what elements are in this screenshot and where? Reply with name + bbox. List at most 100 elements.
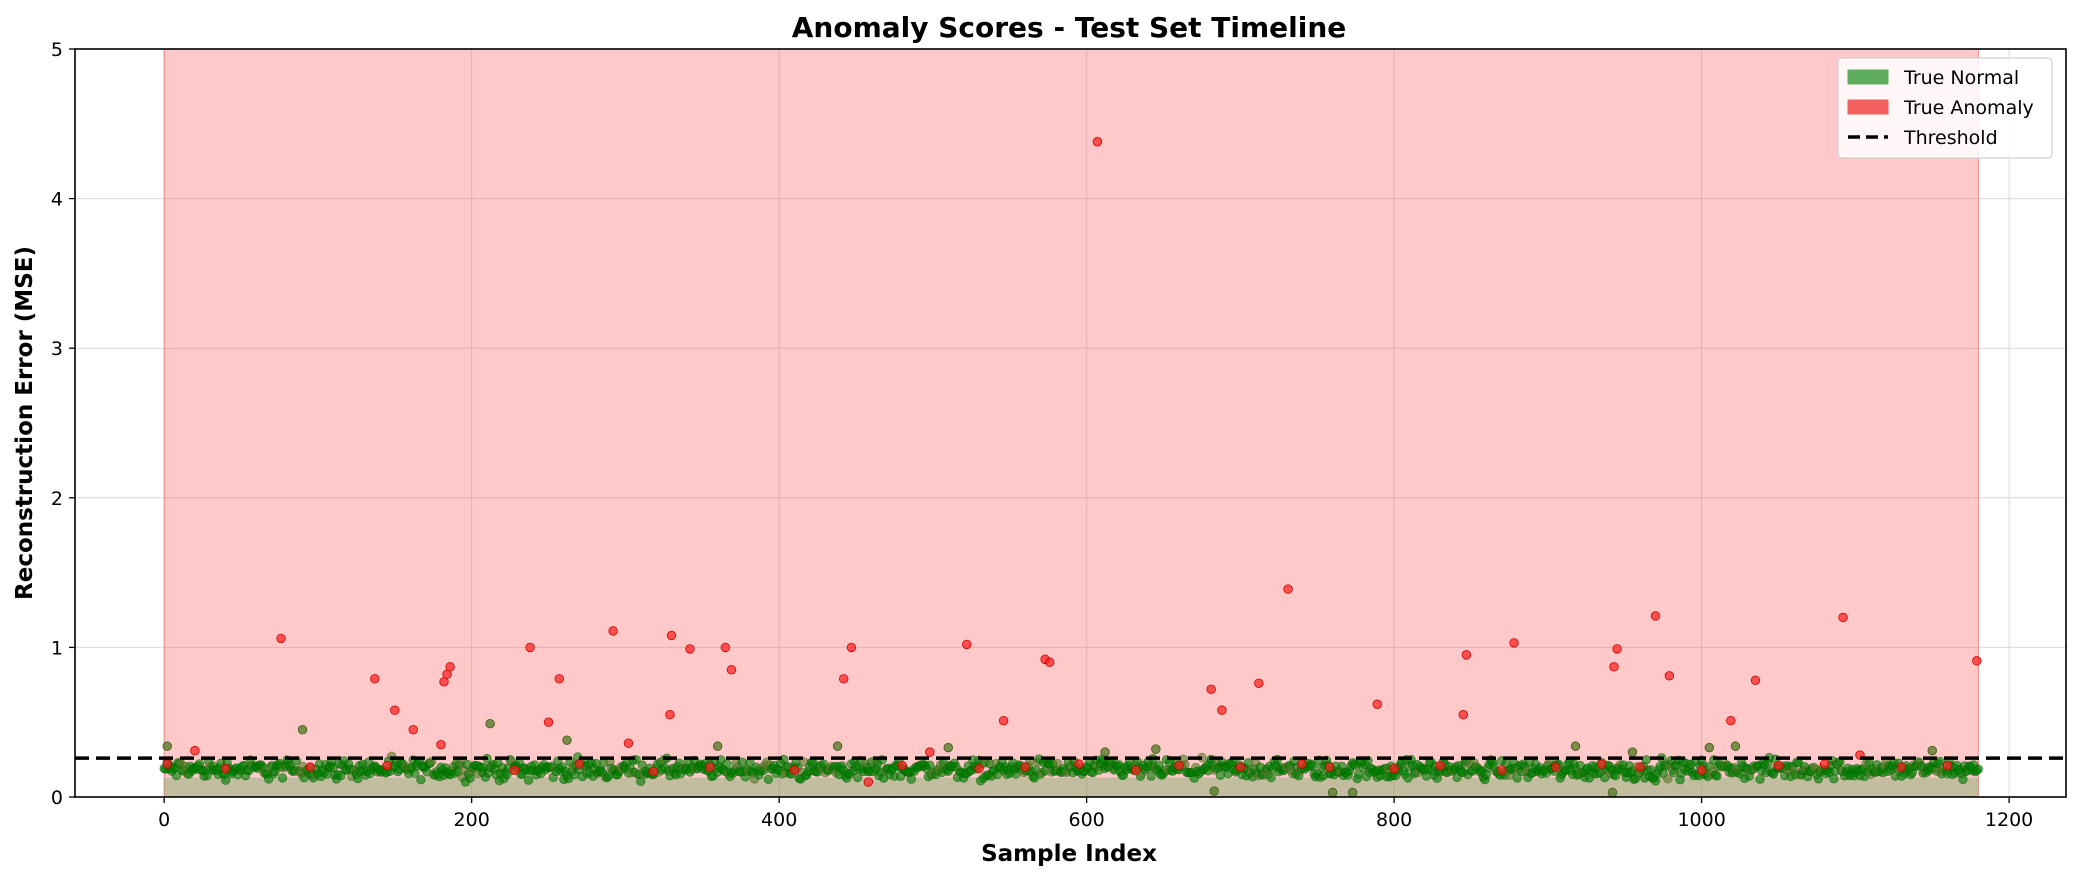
anomaly-point xyxy=(1612,644,1622,654)
anomaly-point xyxy=(1389,763,1399,774)
anomaly-point xyxy=(1819,759,1830,769)
anomaly-point xyxy=(726,665,737,675)
normal-point xyxy=(297,724,308,735)
anomaly-point xyxy=(1435,760,1445,771)
anomaly-point xyxy=(1726,716,1736,726)
anomaly-point xyxy=(1235,762,1246,772)
y-tick-label: 4 xyxy=(51,189,63,211)
anomaly-point xyxy=(1174,760,1184,771)
anomaly-point xyxy=(1942,760,1953,771)
x-tick-label: 800 xyxy=(1376,809,1412,831)
anomaly-point xyxy=(554,674,564,684)
anomaly-point xyxy=(1372,699,1382,709)
normal-point xyxy=(1627,747,1638,757)
anomaly-point xyxy=(445,662,455,672)
y-tick-label: 5 xyxy=(51,39,63,61)
normal-point xyxy=(1154,760,1164,770)
anomaly-point xyxy=(1297,759,1307,769)
legend: True Normal True Anomaly Threshold xyxy=(1837,57,2053,159)
normal-point xyxy=(763,774,774,785)
anomaly-point xyxy=(666,630,677,641)
anomaly-point xyxy=(220,763,231,774)
normal-point xyxy=(1927,745,1937,756)
anomaly-point xyxy=(305,762,315,772)
normal-point xyxy=(1215,770,1226,780)
normal-point xyxy=(1663,774,1673,784)
y-axis-title: Reconstruction Error (MSE) xyxy=(12,246,38,600)
anomaly-point xyxy=(608,626,618,636)
normal-point xyxy=(1829,774,1839,784)
anomaly-point xyxy=(846,642,857,653)
anomaly-point xyxy=(1838,612,1848,623)
normal-point xyxy=(162,741,172,751)
normal-point xyxy=(220,775,231,785)
anomaly-point xyxy=(1696,765,1707,775)
legend-label: Threshold xyxy=(1903,127,1998,149)
anomaly-point xyxy=(574,759,584,769)
chart-title: Anomaly Scores - Test Set Timeline xyxy=(792,11,1347,44)
normal-point xyxy=(1650,776,1661,786)
normal-point xyxy=(1146,771,1156,781)
anomaly-point xyxy=(623,738,634,748)
legend-label: True Anomaly xyxy=(1903,97,2034,119)
anomaly-point xyxy=(276,633,286,644)
anomaly-point xyxy=(1509,638,1519,648)
anomaly-point xyxy=(1131,765,1141,775)
anomaly-point xyxy=(1020,762,1030,772)
anomaly-point xyxy=(720,642,731,653)
normal-point xyxy=(943,742,953,753)
anomaly-point xyxy=(1092,137,1103,147)
normal-point xyxy=(1347,787,1358,798)
normal-point xyxy=(1712,771,1722,781)
x-tick-label: 400 xyxy=(761,809,797,831)
anomaly-point xyxy=(925,747,935,757)
anomaly-point xyxy=(1497,765,1507,775)
x-tick-label: 200 xyxy=(454,809,490,831)
normal-point xyxy=(523,775,534,785)
anomaly-point xyxy=(897,760,907,771)
anomaly-point xyxy=(1896,762,1907,772)
anomaly-point xyxy=(1254,678,1264,689)
normal-point xyxy=(722,759,732,769)
legend-swatch xyxy=(1847,99,1889,115)
anomaly-point xyxy=(525,642,535,653)
anomaly-point xyxy=(974,763,984,774)
anomaly-point xyxy=(1206,684,1216,694)
anomaly-point xyxy=(648,766,658,777)
anomaly-point xyxy=(1773,760,1784,771)
shaded-region xyxy=(164,777,1979,797)
normal-point xyxy=(410,768,420,778)
normal-point xyxy=(171,770,182,781)
normal-point xyxy=(906,774,917,784)
anomaly-point xyxy=(1324,762,1335,772)
x-tick-label: 0 xyxy=(158,809,170,831)
anomaly-point xyxy=(705,762,715,772)
y-tick-label: 0 xyxy=(51,787,63,809)
normal-point xyxy=(1100,747,1110,757)
anomaly-point xyxy=(1074,759,1084,769)
y-tick-label: 3 xyxy=(51,338,63,360)
x-tick-label: 1000 xyxy=(1677,809,1725,831)
normal-point xyxy=(562,735,572,745)
normal-point xyxy=(1327,787,1338,798)
anomaly-point xyxy=(1609,662,1619,672)
normal-point xyxy=(1607,787,1618,798)
normal-point xyxy=(925,760,935,770)
normal-point xyxy=(1266,772,1276,783)
plot-area-frame xyxy=(74,48,2067,798)
anomaly-point xyxy=(1045,657,1055,668)
normal-point xyxy=(416,775,426,785)
y-tick-label: 1 xyxy=(51,637,63,659)
anomaly-point xyxy=(1596,759,1607,769)
anomaly-point xyxy=(1550,762,1561,772)
normal-point xyxy=(1973,764,1984,774)
legend-swatch xyxy=(1847,69,1889,85)
anomaly-point xyxy=(382,760,392,771)
anomaly-point xyxy=(436,739,446,750)
anomaly-point xyxy=(962,639,972,650)
anomaly-point xyxy=(370,674,380,684)
normal-point xyxy=(277,773,288,783)
anomaly-point xyxy=(1972,656,1982,666)
normal-point xyxy=(1958,774,1968,785)
